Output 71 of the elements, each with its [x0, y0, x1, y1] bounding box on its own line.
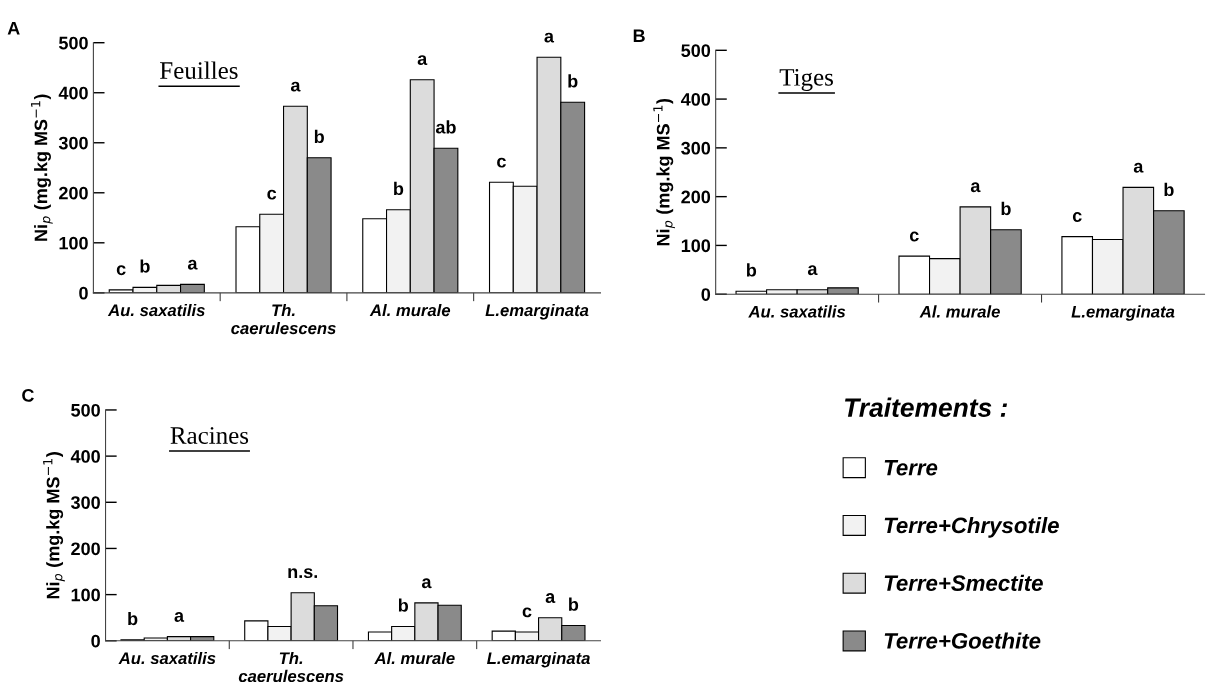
- annotation: Tiges: [779, 68, 833, 91]
- y-tick-label: 300: [58, 136, 88, 150]
- y-tick-label: 500: [71, 403, 100, 417]
- data-label: c: [116, 265, 126, 276]
- data-label: a: [187, 259, 198, 270]
- y-tick-label: 400: [58, 86, 88, 100]
- data-label: a: [544, 32, 555, 43]
- data-label: a: [421, 578, 432, 589]
- data-label: b: [569, 597, 579, 611]
- data-label: ab: [435, 120, 456, 134]
- data-label: b: [398, 598, 409, 612]
- y-tick-label: 300: [70, 496, 100, 510]
- data-label: b: [568, 74, 578, 88]
- chart-title: A: [7, 21, 20, 35]
- y-axis-title: Ni$_{p}$ (mg.kg MS$^{−1}$): [653, 99, 675, 246]
- data-label: a: [417, 55, 428, 66]
- data-label: b: [128, 611, 138, 626]
- annotation: Racines: [170, 427, 249, 444]
- x-tick-label: Au. saxatilis: [748, 305, 846, 318]
- data-label: c: [497, 157, 506, 168]
- x-tick-label: Th. caerulescens: [238, 651, 344, 683]
- data-label: a: [174, 612, 185, 622]
- legend-label: Terre: [884, 460, 938, 476]
- data-label: c: [267, 189, 277, 200]
- data-label: a: [970, 182, 981, 193]
- legend-label: Terre+Goethite: [884, 632, 1041, 649]
- y-tick-label: 400: [680, 93, 711, 106]
- x-tick-label: L.emarginata: [1071, 305, 1175, 321]
- y-tick-label: 200: [681, 190, 711, 204]
- y-tick-label: 0: [79, 286, 88, 300]
- annotation: Feuilles: [160, 61, 238, 79]
- legend-label: Terre+Smectite: [884, 574, 1043, 591]
- x-tick-label: Al. murale: [369, 303, 451, 317]
- legend-label: Terre+Chrysotile: [884, 516, 1059, 538]
- y-tick-label: 100: [59, 236, 88, 250]
- x-tick-label: Au. saxatilis: [107, 303, 205, 317]
- y-tick-label: 500: [681, 44, 711, 58]
- y-tick-label: 0: [701, 288, 711, 301]
- data-label: b: [1164, 182, 1174, 197]
- legend-title: Traitements :: [845, 397, 1008, 417]
- data-label: b: [394, 181, 404, 196]
- x-tick-label: L.emarginata: [485, 303, 589, 320]
- y-tick-label: 100: [681, 239, 711, 253]
- data-label: b: [746, 263, 757, 277]
- data-label: a: [807, 265, 818, 276]
- data-label: a: [545, 593, 556, 604]
- y-tick-label: 300: [681, 141, 711, 155]
- x-tick-label: Al. murale: [374, 651, 455, 665]
- data-label: n.s.: [288, 568, 318, 579]
- x-tick-label: L.emarginata: [487, 651, 590, 668]
- data-label: b: [314, 129, 324, 144]
- chart-title: C: [22, 389, 34, 402]
- y-tick-label: 400: [70, 450, 100, 463]
- data-label: c: [1072, 212, 1082, 222]
- y-tick-label: 0: [91, 634, 100, 648]
- data-label: c: [522, 607, 532, 618]
- chart-title: B: [633, 29, 645, 42]
- data-label: a: [1133, 162, 1144, 173]
- data-label: b: [1001, 201, 1011, 216]
- x-tick-label: Th. caerulescens: [231, 303, 336, 335]
- x-tick-label: Al. murale: [919, 305, 1000, 318]
- y-axis-title: Ni$_{p}$ (mg.kg MS$^{−1}$): [31, 94, 53, 241]
- y-tick-label: 200: [71, 542, 100, 556]
- data-label: b: [140, 259, 150, 273]
- x-tick-label: Au. saxatilis: [118, 651, 216, 665]
- y-axis-title: Ni$_{p}$ (mg.kg MS$^{−1}$): [43, 452, 65, 599]
- y-tick-label: 100: [71, 588, 100, 602]
- y-tick-label: 500: [58, 36, 88, 50]
- data-label: c: [909, 231, 919, 242]
- y-tick-label: 200: [59, 186, 88, 200]
- data-label: a: [290, 81, 301, 92]
